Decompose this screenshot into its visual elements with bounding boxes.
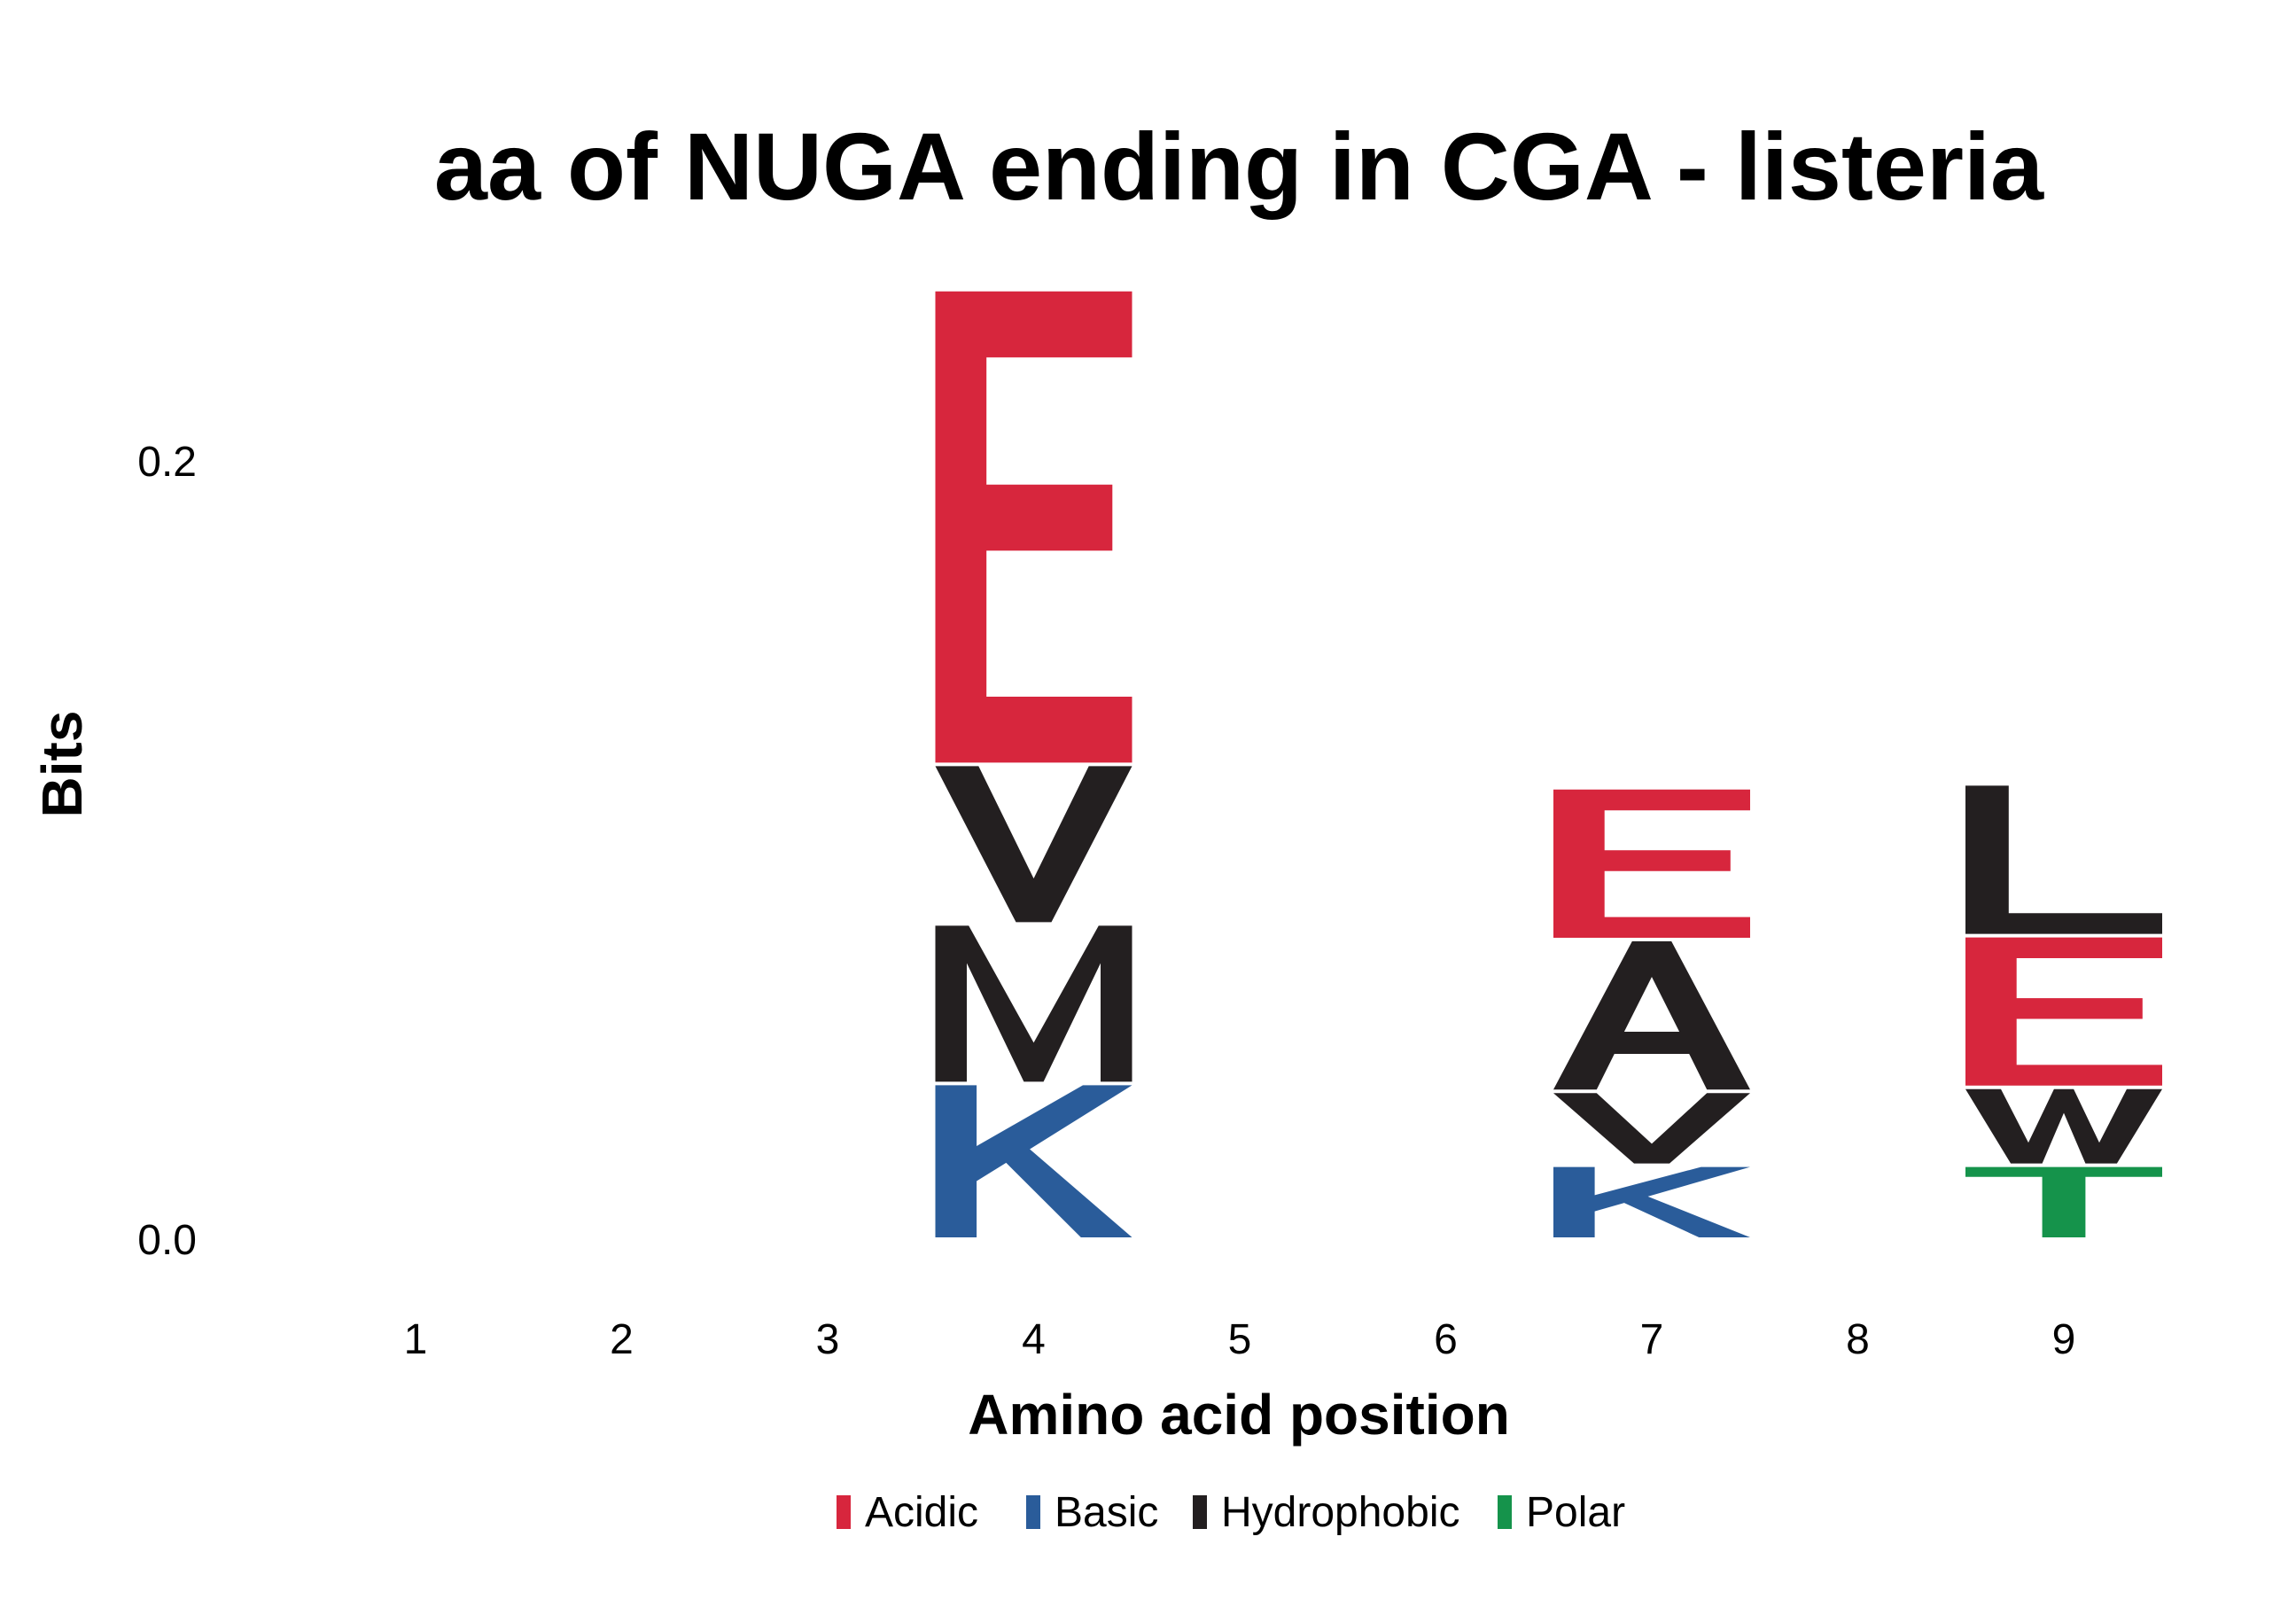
legend-swatch-basic [1026,1495,1040,1529]
legend-label-hydrophobic: Hydrophobic [1221,1489,1459,1536]
logo-letter-e-pos-9 [1965,937,2162,1086]
x-tick-label: 5 [1228,1316,1252,1363]
logo-letter-l-pos-9 [1965,785,2162,934]
logo-letter-m-pos-4 [935,925,1132,1082]
logo-letter-a-pos-7 [1553,941,1750,1090]
logo-letter-e-pos-4 [935,291,1132,763]
y-axis-ticks: 0.0 0.2 [137,439,197,1264]
x-tick-label: 7 [1640,1316,1664,1363]
logo-letter-k-pos-4 [935,1085,1132,1237]
legend-label-polar: Polar [1526,1489,1625,1536]
logo-letter-t-pos-9 [1965,1166,2162,1237]
x-tick-label: 9 [2052,1316,2076,1363]
x-tick-label: 6 [1434,1316,1458,1363]
x-tick-label: 3 [816,1316,840,1363]
y-tick-label: 0.0 [137,1217,197,1264]
logo-letter-e-pos-7 [1553,789,1750,938]
x-axis-ticks: 1 2 3 4 5 6 7 8 9 [404,1316,2076,1363]
logo-letter-v-pos-4 [935,766,1132,923]
x-tick-label: 4 [1022,1316,1046,1363]
logo-letter-w-pos-9 [1965,1088,2162,1164]
x-tick-label: 1 [404,1316,428,1363]
y-tick-label: 0.2 [137,439,197,486]
x-axis-title: Amino acid position [968,1383,1510,1447]
x-tick-label: 2 [610,1316,634,1363]
legend-label-basic: Basic [1055,1489,1158,1536]
logo-letter-stacks [935,291,2162,1237]
legend-label-acidic: Acidic [865,1489,978,1536]
x-tick-label: 8 [1846,1316,1870,1363]
legend-swatch-acidic [837,1495,851,1529]
logo-letter-v-pos-7 [1553,1093,1750,1164]
chart-title: aa of NUGA ending in CGA - listeria [434,113,2044,220]
legend: Acidic Basic Hydrophobic Polar [837,1489,1625,1536]
logo-letter-k-pos-7 [1553,1166,1750,1237]
legend-swatch-hydrophobic [1193,1495,1207,1529]
y-axis-title: Bits [30,711,94,818]
legend-swatch-polar [1498,1495,1512,1529]
